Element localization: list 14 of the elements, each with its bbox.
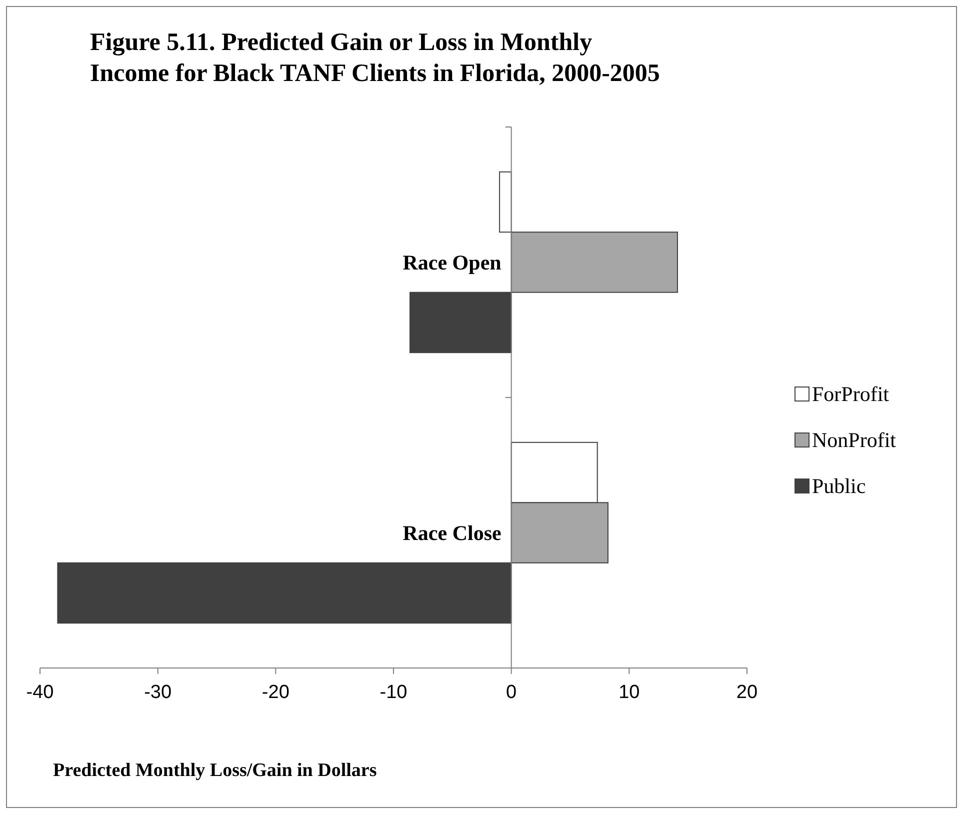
legend-label: ForProfit xyxy=(812,382,890,406)
x-axis-title: Predicted Monthly Loss/Gain in Dollars xyxy=(53,760,377,781)
x-tick-label: 10 xyxy=(618,682,640,703)
y-tick-label: Race Open xyxy=(402,250,502,274)
legend-label: NonProfit xyxy=(812,428,896,452)
x-tick-label: -10 xyxy=(380,682,408,703)
chart-title: Figure 5.11. Predicted Gain or Loss in Monthly Income for Black TANF Clients in Florida, 2000-2005 xyxy=(90,29,660,87)
x-tick-label: 20 xyxy=(736,682,758,703)
legend-label: Public xyxy=(812,474,866,498)
x-tick-label: -40 xyxy=(26,682,54,703)
y-tick-label: Race Close xyxy=(402,520,502,545)
x-tick-label: -20 xyxy=(262,682,290,703)
x-tick-label: -30 xyxy=(144,682,172,703)
x-tick-label: 0 xyxy=(506,682,517,703)
